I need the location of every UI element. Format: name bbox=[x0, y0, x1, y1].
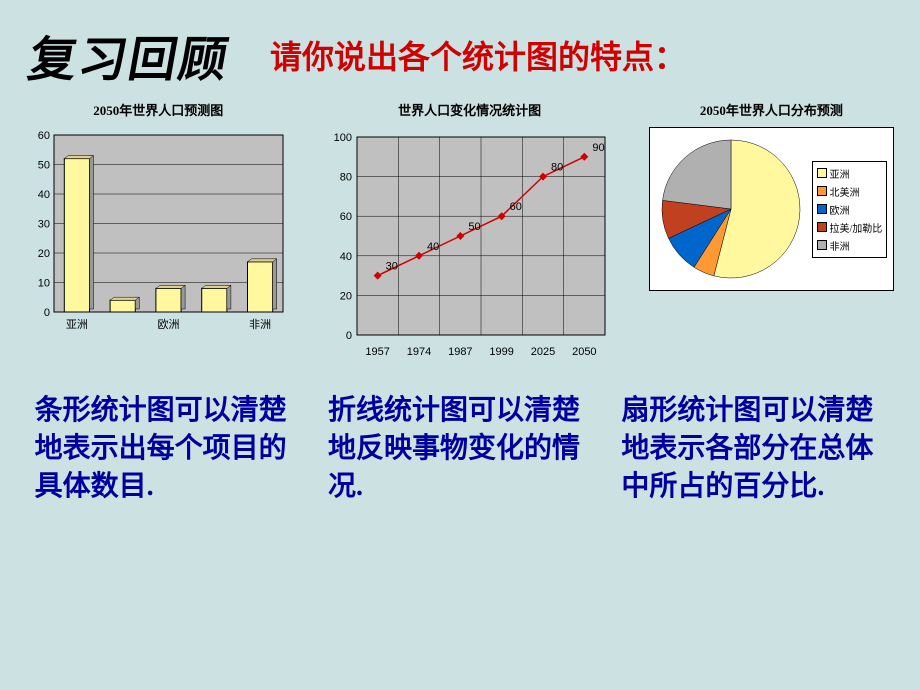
pie-legend-item: 非洲 bbox=[817, 238, 883, 253]
review-title: 复习回顾 bbox=[24, 20, 236, 90]
pie-description: 扇形统计图可以清楚地表示各部分在总体中所占的百分比. bbox=[621, 392, 885, 505]
pie-chart-title: 2050年世界人口分布预测 bbox=[700, 100, 843, 119]
svg-text:90: 90 bbox=[592, 142, 604, 154]
svg-text:40: 40 bbox=[340, 251, 352, 263]
svg-text:1999: 1999 bbox=[490, 346, 514, 358]
svg-text:40: 40 bbox=[37, 189, 49, 201]
svg-text:80: 80 bbox=[551, 162, 563, 174]
pie-chart-box: 亚洲北美洲欧洲拉美/加勒比非洲 bbox=[649, 127, 895, 291]
pie-legend-item: 北美洲 bbox=[817, 184, 883, 199]
pie-legend-item: 欧洲 bbox=[817, 202, 883, 217]
pie-legend: 亚洲北美洲欧洲拉美/加勒比非洲 bbox=[817, 166, 883, 253]
legend-swatch bbox=[817, 186, 827, 196]
pie-chart bbox=[656, 134, 806, 284]
svg-text:40: 40 bbox=[427, 241, 439, 253]
line-chart-title: 世界人口变化情况统计图 bbox=[398, 100, 541, 119]
svg-text:50: 50 bbox=[37, 160, 49, 172]
svg-text:20: 20 bbox=[340, 290, 352, 302]
line-chart-container: 世界人口变化情况统计图 0 20 40 60 80 100 1957 1974 1987 1999… bbox=[322, 100, 617, 367]
pie-chart-container: 2050年世界人口分布预测 亚洲北美洲欧洲拉美/加勒比非洲 bbox=[649, 100, 895, 291]
svg-text:30: 30 bbox=[386, 261, 398, 273]
svg-text:30: 30 bbox=[37, 219, 49, 231]
svg-text:60: 60 bbox=[37, 130, 49, 142]
legend-label: 北美洲 bbox=[830, 184, 860, 199]
charts-row: 2050年世界人口预测图 0102030405060亚洲欧洲非洲 世界人口变化情… bbox=[0, 100, 920, 367]
svg-text:1974: 1974 bbox=[407, 346, 431, 358]
svg-text:0: 0 bbox=[44, 307, 50, 319]
svg-text:2025: 2025 bbox=[531, 346, 555, 358]
svg-text:20: 20 bbox=[37, 248, 49, 260]
svg-text:60: 60 bbox=[340, 211, 352, 223]
bar-description: 条形统计图可以清楚地表示出每个项目的具体数目. bbox=[35, 392, 299, 505]
svg-text:60: 60 bbox=[510, 201, 522, 213]
pie-legend-box: 亚洲北美洲欧洲拉美/加勒比非洲 bbox=[812, 161, 888, 258]
pie-legend-item: 亚洲 bbox=[817, 166, 883, 181]
bar-chart: 0 10 20 30 40 50 60 亚洲 欧洲 非洲 bbox=[26, 127, 291, 337]
legend-swatch bbox=[817, 240, 827, 250]
line-chart: 0 20 40 60 80 100 1957 1974 1987 1999 2025 2050 30 40… bbox=[322, 127, 617, 367]
pie-legend-item: 拉美/加勒比 bbox=[817, 220, 883, 235]
bar-chart-container: 2050年世界人口预测图 0 10 20 30 40 50 60 亚洲 欧洲 非洲 bbox=[26, 100, 291, 337]
bar-chart-title: 2050年世界人口预测图 bbox=[93, 100, 223, 119]
line-description: 折线统计图可以清楚地反映事物变化的情况. bbox=[328, 392, 592, 505]
svg-text:2050: 2050 bbox=[572, 346, 596, 358]
svg-text:非洲: 非洲 bbox=[249, 318, 271, 331]
svg-text:50: 50 bbox=[468, 221, 480, 233]
svg-text:1957: 1957 bbox=[366, 346, 390, 358]
descriptions-row: 条形统计图可以清楚地表示出每个项目的具体数目. 折线统计图可以清楚地反映事物变化… bbox=[0, 367, 920, 505]
legend-label: 非洲 bbox=[830, 238, 850, 253]
legend-label: 亚洲 bbox=[830, 166, 850, 181]
svg-text:100: 100 bbox=[334, 132, 352, 144]
svg-text:欧洲: 欧洲 bbox=[157, 318, 179, 331]
svg-text:10: 10 bbox=[37, 278, 49, 290]
main-title: 请你说出各个统计图的特点： bbox=[270, 32, 686, 78]
legend-swatch bbox=[817, 168, 827, 178]
svg-text:1987: 1987 bbox=[448, 346, 472, 358]
legend-swatch bbox=[817, 204, 827, 214]
svg-text:亚洲: 亚洲 bbox=[66, 319, 88, 331]
legend-label: 拉美/加勒比 bbox=[830, 220, 883, 235]
legend-swatch bbox=[817, 222, 827, 232]
header-row: 复习回顾 请你说出各个统计图的特点： bbox=[0, 0, 920, 100]
legend-label: 欧洲 bbox=[830, 202, 850, 217]
svg-text:80: 80 bbox=[340, 172, 352, 184]
svg-text:0: 0 bbox=[346, 330, 352, 342]
